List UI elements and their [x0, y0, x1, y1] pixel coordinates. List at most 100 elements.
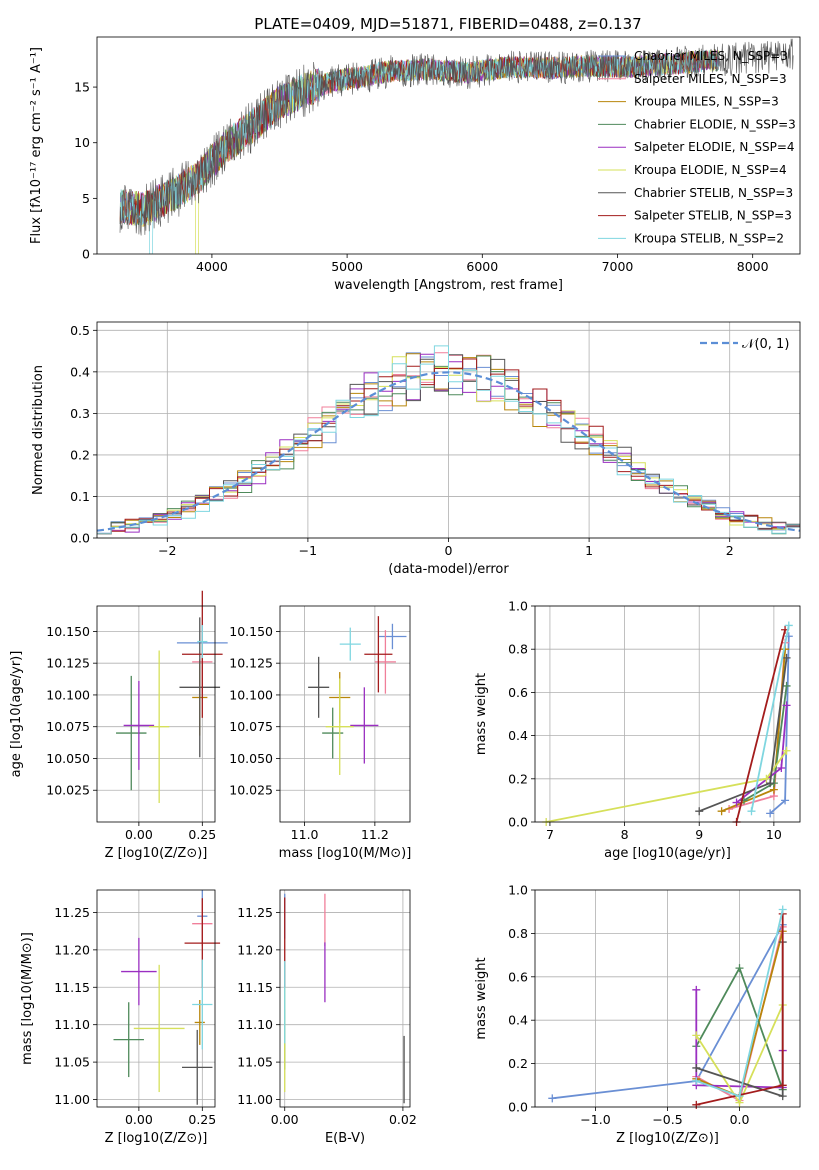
- y-tick-label: 10.150: [46, 624, 90, 639]
- x-tick-label: −0.5: [652, 1112, 682, 1127]
- weight-marker-5: [782, 746, 791, 755]
- weight-marker-3: [782, 681, 791, 690]
- weight-marker-5: [762, 774, 771, 783]
- legend-label-1: Salpeter MILES, N_SSP=3: [634, 72, 787, 86]
- weight-marker-4: [692, 985, 701, 994]
- legend-label-7: Salpeter STELIB, N_SSP=3: [634, 209, 792, 223]
- weight-marker-4: [782, 701, 791, 710]
- x-tick-label: 7: [546, 827, 554, 842]
- weight-line-2: [721, 649, 786, 813]
- legend-label-4: Salpeter ELODIE, N_SSP=4: [634, 140, 795, 154]
- x-tick-label: 7000: [602, 259, 634, 274]
- x-tick-label: 0.0: [730, 1112, 750, 1127]
- y-tick-label: 10.075: [229, 719, 273, 734]
- weight-marker-7: [692, 1100, 701, 1109]
- y-axis-label: Normed distribution: [31, 365, 46, 495]
- weight-marker-0: [766, 809, 775, 818]
- y-tick-label: 10.150: [229, 624, 273, 639]
- y-tick-label: 0.4: [508, 728, 528, 743]
- y-tick-label: 11.00: [54, 1092, 90, 1107]
- y-tick-label: 0.0: [508, 1100, 528, 1115]
- y-tick-label: 5: [82, 191, 90, 206]
- y-tick-label: 10.050: [46, 751, 90, 766]
- y-tick-label: 0.0: [70, 531, 90, 546]
- x-tick-label: −1.0: [580, 1112, 610, 1127]
- y-tick-label: 11.05: [237, 1055, 273, 1070]
- y-tick-label: 0.8: [508, 642, 528, 657]
- y-tick-label: 10.125: [229, 656, 273, 671]
- y-tick-label: 11.05: [54, 1055, 90, 1070]
- y-axis-label: mass weight: [474, 957, 489, 1039]
- x-tick-label: 11.0: [291, 827, 319, 842]
- legend-label-normal: 𝒩(0, 1): [742, 337, 789, 352]
- weight-marker-6: [766, 779, 775, 788]
- x-tick-label: 0.25: [188, 827, 216, 842]
- x-tick-label: 0: [445, 543, 453, 558]
- legend-label-3: Chabrier ELODIE, N_SSP=3: [634, 117, 796, 131]
- y-tick-label: 11.25: [54, 905, 90, 920]
- y-tick-label: 11.10: [237, 1017, 273, 1032]
- y-tick-label: 10.100: [46, 687, 90, 702]
- y-tick-label: 0.4: [508, 1013, 528, 1028]
- spectrum-series-6: [119, 38, 794, 236]
- weight-marker-5: [692, 1031, 701, 1040]
- weight-line-8: [750, 625, 790, 812]
- y-tick-label: 11.20: [237, 942, 273, 957]
- x-axis-label: Z [log10(Z/Z⊙)]: [616, 1131, 719, 1146]
- weight-marker-0: [781, 796, 790, 805]
- y-tick-label: 10.050: [229, 751, 273, 766]
- weight-marker-7: [778, 1081, 787, 1090]
- y-tick-label: 1.0: [508, 599, 528, 614]
- x-axis-label: Z [log10(Z/Z⊙)]: [105, 1131, 208, 1146]
- weight-marker-6: [782, 653, 791, 662]
- y-axis-label: Flux [fλ10⁻¹⁷ erg cm⁻² s⁻¹ A⁻¹]: [29, 47, 44, 244]
- y-tick-label: 11.15: [54, 980, 90, 995]
- x-axis-label: age [log10(age/yr)]: [604, 846, 731, 861]
- legend-label-8: Kroupa STELIB, N_SSP=2: [634, 231, 784, 245]
- x-tick-label: −2: [158, 543, 176, 558]
- y-tick-label: 0.1: [70, 489, 90, 504]
- y-tick-label: 10.025: [46, 783, 90, 798]
- y-tick-label: 0.2: [508, 771, 528, 786]
- weight-marker-8: [747, 807, 756, 816]
- x-tick-label: 0.00: [271, 1112, 299, 1127]
- legend-label-0: Chabrier MILES, N_SSP=3: [634, 49, 788, 63]
- legend-label-2: Kroupa MILES, N_SSP=3: [634, 95, 779, 109]
- x-axis-label: Z [log10(Z/Z⊙)]: [105, 846, 208, 861]
- weight-marker-8: [784, 621, 793, 630]
- x-tick-label: 6000: [466, 259, 498, 274]
- x-tick-label: 8: [621, 827, 629, 842]
- x-axis-label: E(B-V): [325, 1131, 365, 1146]
- y-tick-label: 10.100: [229, 687, 273, 702]
- y-tick-label: 15: [74, 80, 90, 95]
- axes-frame: [279, 605, 411, 823]
- y-tick-label: 0.2: [70, 447, 90, 462]
- x-tick-label: −1: [299, 543, 317, 558]
- y-tick-label: 11.10: [54, 1017, 90, 1032]
- y-tick-label: 0.6: [508, 685, 528, 700]
- weight-marker-4: [777, 764, 786, 772]
- weight-line-7: [735, 629, 786, 823]
- y-axis-label: mass [log10(M/M⊙)]: [20, 932, 35, 1065]
- data-layer: [96, 38, 801, 1109]
- y-tick-label: 10.075: [46, 719, 90, 734]
- y-tick-label: 11.15: [237, 980, 273, 995]
- x-tick-label: 0.25: [188, 1112, 216, 1127]
- y-tick-label: 1.0: [508, 883, 528, 898]
- y-tick-label: 10: [74, 135, 90, 150]
- weight-marker-8: [778, 905, 787, 914]
- y-tick-label: 0.3: [70, 406, 90, 421]
- axes-frame: [96, 889, 216, 1108]
- weight-marker-6: [695, 807, 704, 816]
- x-tick-label: 9: [695, 827, 703, 842]
- weight-marker-6: [692, 1063, 701, 1072]
- x-axis-label: (data-model)/error: [388, 562, 509, 577]
- weight-marker-8: [692, 1076, 701, 1085]
- x-tick-label: 8000: [737, 259, 769, 274]
- y-tick-label: 10.125: [46, 656, 90, 671]
- y-tick-label: 0.5: [70, 323, 90, 338]
- x-tick-label: 0.00: [125, 1112, 153, 1127]
- y-axis-label: mass weight: [474, 673, 489, 755]
